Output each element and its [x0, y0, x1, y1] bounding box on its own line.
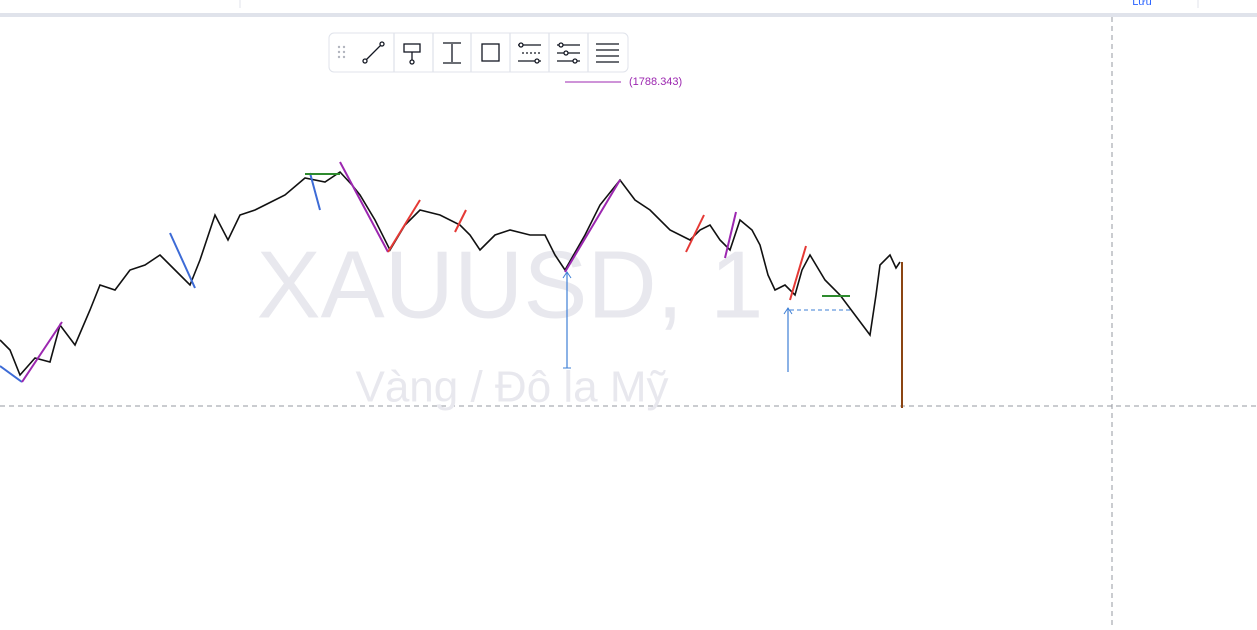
tool-rectangle[interactable]	[481, 43, 500, 62]
tool-range[interactable]	[443, 42, 461, 64]
drag-handle[interactable]	[337, 45, 346, 59]
zigzag-leg	[789, 245, 807, 301]
tool-channel[interactable]	[557, 42, 580, 64]
drawings	[0, 161, 850, 383]
zigzag-leg	[21, 321, 63, 383]
watermark-description: Vàng / Đô la Mỹ	[355, 363, 668, 412]
zigzag-leg	[564, 179, 621, 273]
top-bar-border	[0, 13, 1257, 17]
zigzag-leg	[454, 209, 467, 233]
zigzag-leg	[724, 211, 737, 259]
arrow-head	[562, 271, 572, 279]
tool-fib[interactable]	[518, 42, 541, 64]
zigzag-leg	[387, 199, 421, 253]
drawing-toolbar	[328, 32, 629, 73]
zigzag-leg	[169, 232, 196, 289]
top-bar	[0, 0, 1257, 14]
save-button[interactable]: Lưu	[1132, 0, 1152, 8]
tool-lines[interactable]	[596, 43, 619, 63]
watermark-symbol: XAUUSD, 1	[257, 231, 764, 338]
price-label: (1788.343)	[629, 76, 682, 88]
arrow-head	[783, 307, 793, 315]
price-line	[0, 170, 901, 377]
tool-trend-line[interactable]	[362, 41, 385, 64]
toolbar-panel	[328, 32, 629, 73]
tool-brush[interactable]	[403, 43, 421, 65]
zigzag-leg	[339, 161, 389, 253]
zigzag-leg	[685, 214, 705, 253]
zigzag-leg	[0, 365, 23, 383]
zigzag-leg	[309, 172, 321, 211]
